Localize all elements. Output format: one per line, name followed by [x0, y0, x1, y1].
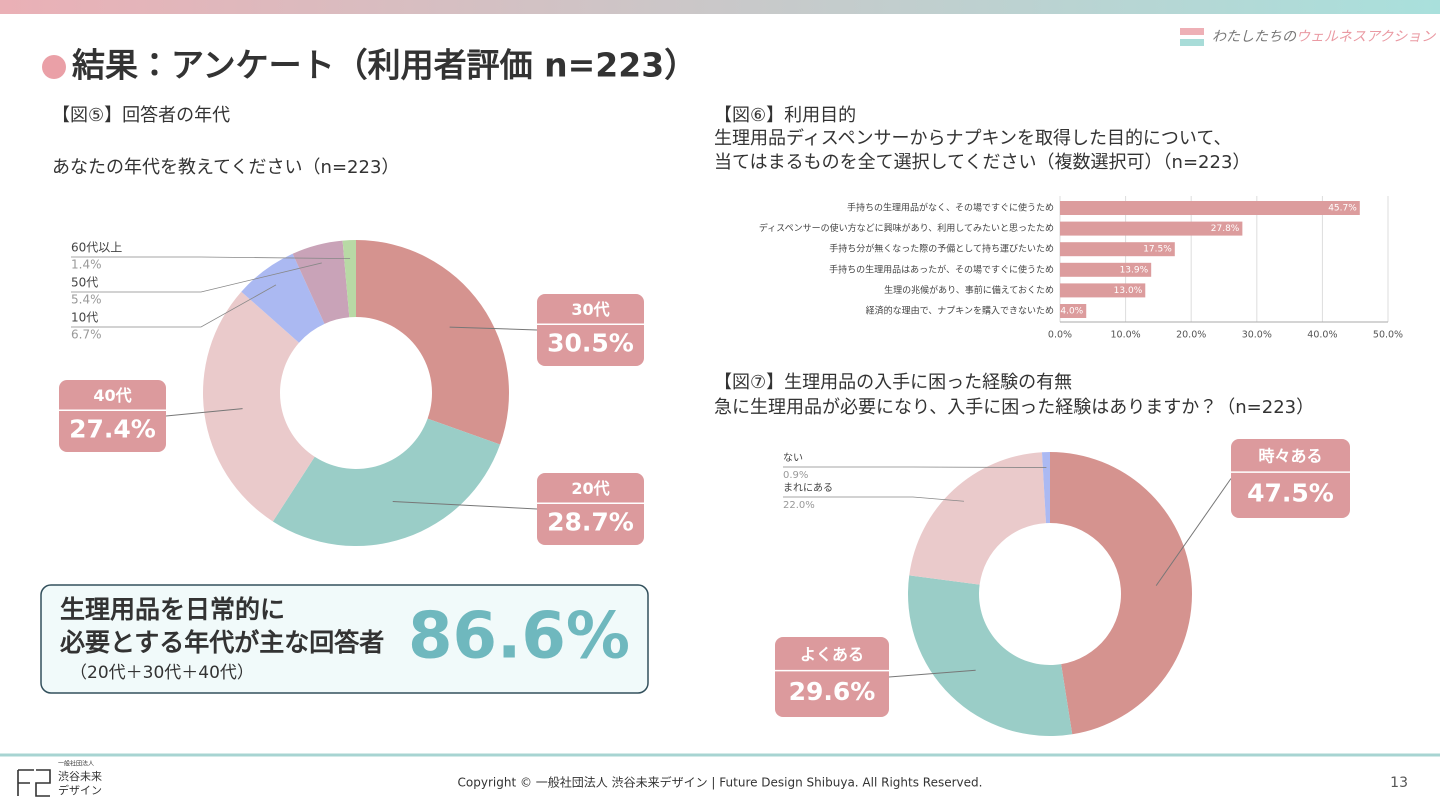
bar-value-label: 4.0%: [1060, 307, 1083, 317]
y-tick-label: 経済的な理由で、ナプキンを購入できないため: [866, 305, 1054, 317]
question: 急に生理用品が必要になり、入手に困った経験はありますか？（n=223）: [714, 397, 1314, 418]
brand: わたしたちのウェルネスアクション: [1212, 29, 1436, 45]
leader-line: [165, 408, 243, 417]
leader-line: [449, 326, 538, 331]
leader-line: [783, 466, 1047, 468]
figure-label: 【図⑤】回答者の年代: [52, 105, 230, 126]
small-category: まれにある: [783, 482, 833, 494]
logo-mark: [17, 769, 51, 797]
top-band: [0, 0, 1440, 14]
callout-category: 40代: [93, 386, 131, 405]
page-number: 13: [1390, 775, 1408, 791]
callout-value: 27.4%: [69, 414, 156, 443]
small-value: 22.0%: [783, 500, 815, 511]
callout-category: 時々ある: [1258, 447, 1322, 466]
y-tick-label: 生理の兆候があり、事前に備えておくため: [884, 284, 1054, 296]
bar-value-label: 17.5%: [1143, 245, 1172, 255]
highlight-value: 86.6%: [408, 600, 630, 674]
copyright: Copyright © 一般社団法人 渋谷未来デザイン | Future Des…: [458, 775, 983, 790]
y-tick-label: ディスペンサーの使い方などに興味があり、利用してみたいと思ったため: [759, 222, 1054, 234]
small-category: 50代: [71, 276, 98, 290]
small-value: 1.4%: [71, 258, 102, 272]
leader-line: [71, 262, 322, 293]
brand-part: ウェルネスアクション: [1296, 29, 1436, 45]
callout-box: [59, 380, 166, 452]
logo-text: 一般社団法人: [58, 760, 94, 768]
bar-value-label: 13.9%: [1120, 265, 1149, 275]
bar: [1060, 221, 1243, 236]
leader-line: [71, 284, 277, 328]
question: あなたの年代を教えてください（n=223）: [52, 157, 399, 178]
callout-box: [1231, 439, 1350, 518]
brand-part: わたしたちの: [1212, 29, 1297, 45]
donut-segment: [1050, 452, 1193, 735]
leader-line: [392, 500, 538, 510]
donut-segment: [909, 452, 1046, 585]
leader-line: [888, 669, 976, 678]
x-tick-label: 0.0%: [1048, 330, 1072, 341]
small-value: 0.9%: [783, 470, 808, 481]
highlight-text: 必要とする年代が主な回答者: [60, 628, 384, 657]
donut-segment: [342, 240, 356, 318]
question: 生理用品ディスペンサーからナプキンを取得した目的について、: [714, 128, 1232, 149]
logo-text: デザイン: [58, 783, 102, 797]
callout-value: 29.6%: [789, 677, 876, 706]
small-value: 6.7%: [71, 328, 102, 342]
donut-segment: [1041, 452, 1050, 524]
bar: [1060, 262, 1152, 277]
brand-icon: [1180, 28, 1204, 35]
callout-value: 30.5%: [547, 328, 634, 357]
y-tick-label: 手持ちの生理用品はあったが、その場ですぐに使うため: [829, 263, 1054, 275]
leader-line: [1155, 478, 1232, 586]
x-tick-label: 50.0%: [1373, 330, 1403, 341]
bar: [1060, 201, 1360, 215]
question: 当てはまるものを全て選択してください（複数選択可）（n=223）: [714, 152, 1250, 173]
y-tick-label: 手持ちの生理用品がなく、その場ですぐに使うため: [847, 202, 1054, 214]
donut-segment: [203, 291, 315, 522]
figure-label: 【図⑥】利用目的: [714, 105, 856, 126]
figure-label: 【図⑦】生理用品の入手に困った経験の有無: [714, 372, 1072, 393]
highlight-text: 生理用品を日常的に: [60, 595, 285, 624]
bar-value-label: 13.0%: [1114, 286, 1143, 296]
bar-value-label: 27.8%: [1211, 224, 1240, 234]
y-tick-label: 手持ち分が無くなった際の予備として持ち運びたいため: [829, 243, 1054, 255]
logo-text: 渋谷未来: [58, 770, 102, 783]
callout-value: 28.7%: [547, 507, 634, 536]
callout-category: 20代: [571, 479, 609, 498]
small-category: 10代: [71, 311, 98, 325]
bar-value-label: 45.7%: [1328, 204, 1357, 214]
leader-line: [783, 496, 965, 502]
leader-line: [71, 256, 351, 260]
donut-segment: [908, 575, 1073, 736]
callout-box: [775, 637, 889, 717]
bar: [1060, 283, 1146, 298]
x-tick-label: 30.0%: [1242, 330, 1272, 341]
callout-box: [537, 294, 644, 366]
highlight-note: （20代＋30代＋40代）: [70, 663, 254, 683]
bar: [1060, 304, 1087, 318]
x-tick-label: 10.0%: [1111, 330, 1141, 341]
callout-box: [537, 473, 644, 545]
title-dot: [42, 55, 66, 79]
callout-category: よくある: [800, 645, 864, 664]
small-value: 5.4%: [71, 293, 102, 307]
highlight-box: [40, 584, 649, 694]
small-category: 60代以上: [71, 241, 122, 255]
x-tick-label: 20.0%: [1176, 330, 1206, 341]
callout-value: 47.5%: [1247, 478, 1334, 507]
brand-icon: [1180, 39, 1204, 46]
donut-segment: [272, 418, 501, 546]
donut-segment: [241, 253, 325, 343]
donut-segment: [292, 240, 350, 324]
callout-category: 30代: [571, 300, 609, 319]
slide-title: 結果：アンケート（利用者評価 n=223）: [72, 46, 697, 85]
x-tick-label: 40.0%: [1307, 330, 1337, 341]
small-category: ない: [783, 452, 803, 464]
donut-segment: [356, 240, 509, 445]
bar: [1060, 242, 1175, 257]
